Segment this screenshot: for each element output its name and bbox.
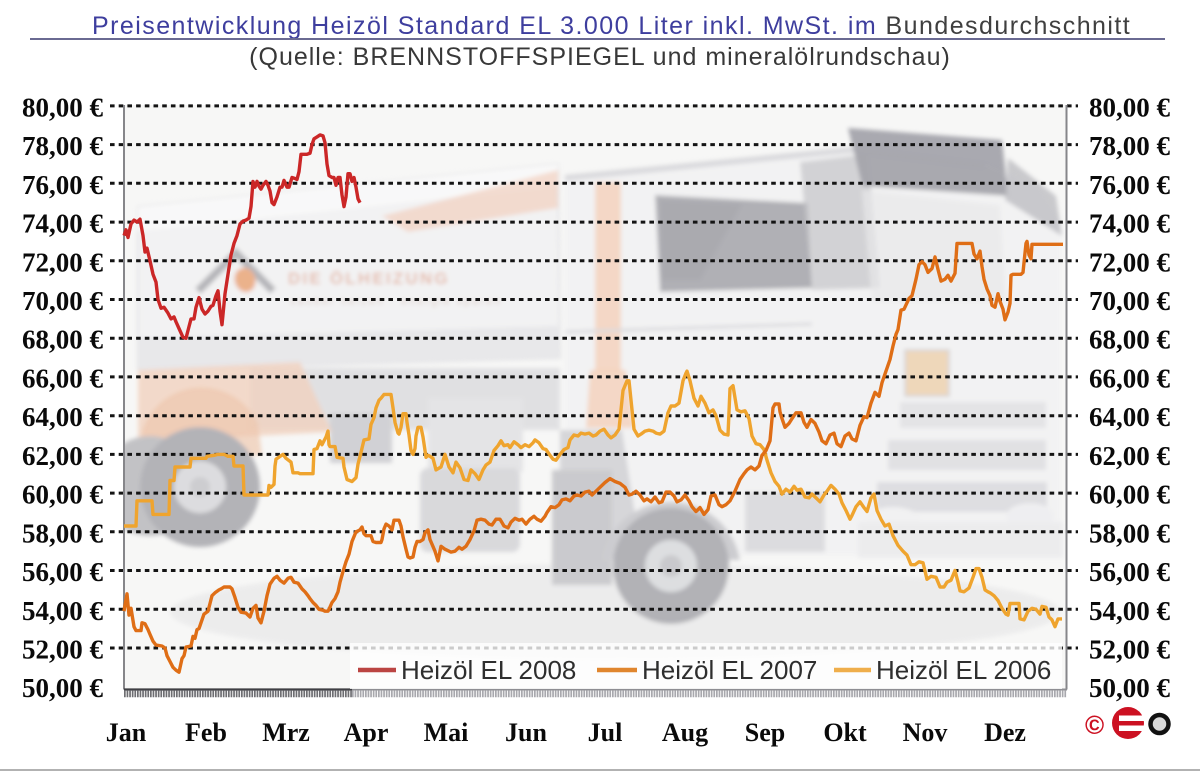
svg-text:Jul: Jul: [588, 718, 623, 747]
svg-text:76,00 €: 76,00 €: [1089, 170, 1171, 200]
svg-text:Heizöl EL 2006: Heizöl EL 2006: [876, 655, 1051, 685]
svg-text:74,00 €: 74,00 €: [1089, 209, 1171, 239]
svg-text:Dez: Dez: [984, 718, 1026, 747]
svg-text:64,00 €: 64,00 €: [1089, 402, 1171, 432]
svg-text:Mrz: Mrz: [262, 718, 310, 747]
svg-text:76,00 €: 76,00 €: [22, 170, 104, 200]
svg-text:DIE ÖLHEIZUNG: DIE ÖLHEIZUNG: [288, 269, 450, 288]
svg-text:52,00 €: 52,00 €: [22, 635, 104, 665]
svg-text:66,00 €: 66,00 €: [1089, 363, 1171, 393]
svg-text:Sep: Sep: [745, 718, 785, 747]
svg-text:52,00 €: 52,00 €: [1089, 635, 1171, 665]
svg-text:80,00 €: 80,00 €: [1089, 92, 1171, 122]
svg-text:(Quelle: BRENNSTOFFSPIEGEL und: (Quelle: BRENNSTOFFSPIEGEL und mineralöl…: [249, 43, 951, 71]
svg-text:Aug: Aug: [662, 718, 708, 747]
svg-text:54,00 €: 54,00 €: [1089, 596, 1171, 626]
svg-text:Feb: Feb: [185, 718, 227, 747]
svg-text:70,00 €: 70,00 €: [1089, 286, 1171, 316]
svg-text:Mai: Mai: [424, 718, 469, 747]
svg-text:56,00 €: 56,00 €: [1089, 557, 1171, 587]
svg-text:Heizöl EL 2007: Heizöl EL 2007: [642, 655, 817, 685]
svg-text:80,00 €: 80,00 €: [22, 92, 104, 122]
svg-text:56,00 €: 56,00 €: [22, 557, 104, 587]
svg-text:68,00 €: 68,00 €: [22, 325, 104, 355]
svg-text:74,00 €: 74,00 €: [22, 209, 104, 239]
svg-text:sauber heizen · energie sparen: sauber heizen · energie sparen: [290, 296, 502, 308]
svg-text:Jan: Jan: [106, 718, 147, 747]
svg-text:64,00 €: 64,00 €: [22, 402, 104, 432]
svg-text:Apr: Apr: [344, 718, 389, 747]
svg-text:50,00 €: 50,00 €: [22, 673, 104, 703]
svg-text:Okt: Okt: [823, 718, 867, 747]
svg-text:58,00 €: 58,00 €: [1089, 518, 1171, 548]
svg-text:66,00 €: 66,00 €: [22, 363, 104, 393]
svg-text:78,00 €: 78,00 €: [1089, 131, 1171, 161]
svg-text:60,00 €: 60,00 €: [1089, 480, 1171, 510]
svg-text:68,00 €: 68,00 €: [1089, 325, 1171, 355]
svg-text:78,00 €: 78,00 €: [22, 131, 104, 161]
svg-text:Nov: Nov: [903, 718, 948, 747]
svg-text:Heizöl EL 2008: Heizöl EL 2008: [401, 655, 576, 685]
svg-text:62,00 €: 62,00 €: [1089, 441, 1171, 471]
svg-text:62,00 €: 62,00 €: [22, 441, 104, 471]
svg-text:72,00 €: 72,00 €: [1089, 247, 1171, 277]
svg-text:©: ©: [1085, 710, 1104, 740]
svg-text:50,00 €: 50,00 €: [1089, 673, 1171, 703]
svg-text:Preisentwicklung Heizöl Standa: Preisentwicklung Heizöl Standard EL 3.00…: [92, 12, 1131, 40]
svg-text:60,00 €: 60,00 €: [22, 480, 104, 510]
svg-text:58,00 €: 58,00 €: [22, 518, 104, 548]
svg-text:70,00 €: 70,00 €: [22, 286, 104, 316]
svg-text:Jun: Jun: [505, 718, 547, 747]
svg-text:72,00 €: 72,00 €: [22, 247, 104, 277]
svg-text:54,00 €: 54,00 €: [22, 596, 104, 626]
